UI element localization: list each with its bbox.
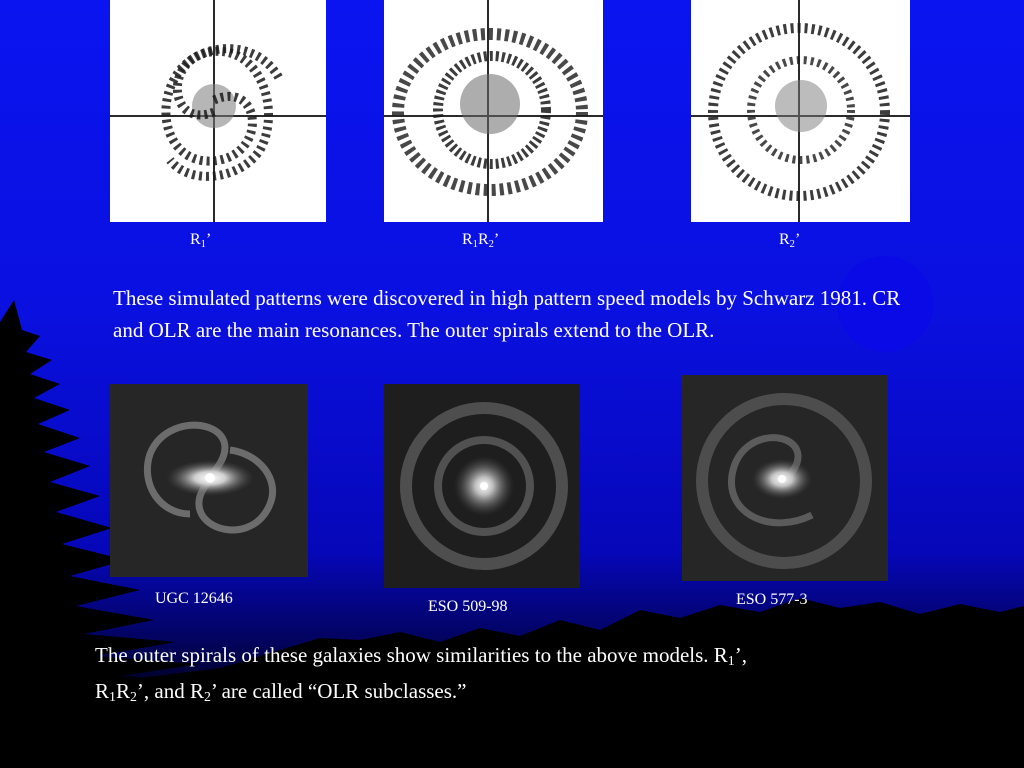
- galaxy-image-ugc-12646: [110, 384, 308, 577]
- simulation-image-r2: [691, 0, 910, 222]
- caption-eso-509-98: ESO 509-98: [428, 598, 508, 615]
- caption-r2: R2’: [779, 231, 801, 250]
- pine-tree-silhouette: [0, 300, 220, 700]
- caption-r1: R1’: [190, 231, 212, 250]
- simulation-image-r1: [110, 0, 326, 222]
- caption-ugc-12646: UGC 12646: [155, 590, 233, 607]
- caption-r1r2: R1R2’: [462, 231, 500, 250]
- galaxy-image-eso-577-3: [682, 375, 888, 581]
- galaxy-image-eso-509-98: [384, 384, 580, 588]
- hill-silhouette: [0, 598, 1024, 768]
- decorative-circle: [837, 256, 933, 352]
- conclusion-paragraph: The outer spirals of these galaxies show…: [95, 643, 747, 704]
- description-paragraph: These simulated patterns were discovered…: [113, 286, 901, 342]
- simulation-image-r1r2: [384, 0, 603, 222]
- caption-eso-577-3: ESO 577-3: [736, 591, 808, 608]
